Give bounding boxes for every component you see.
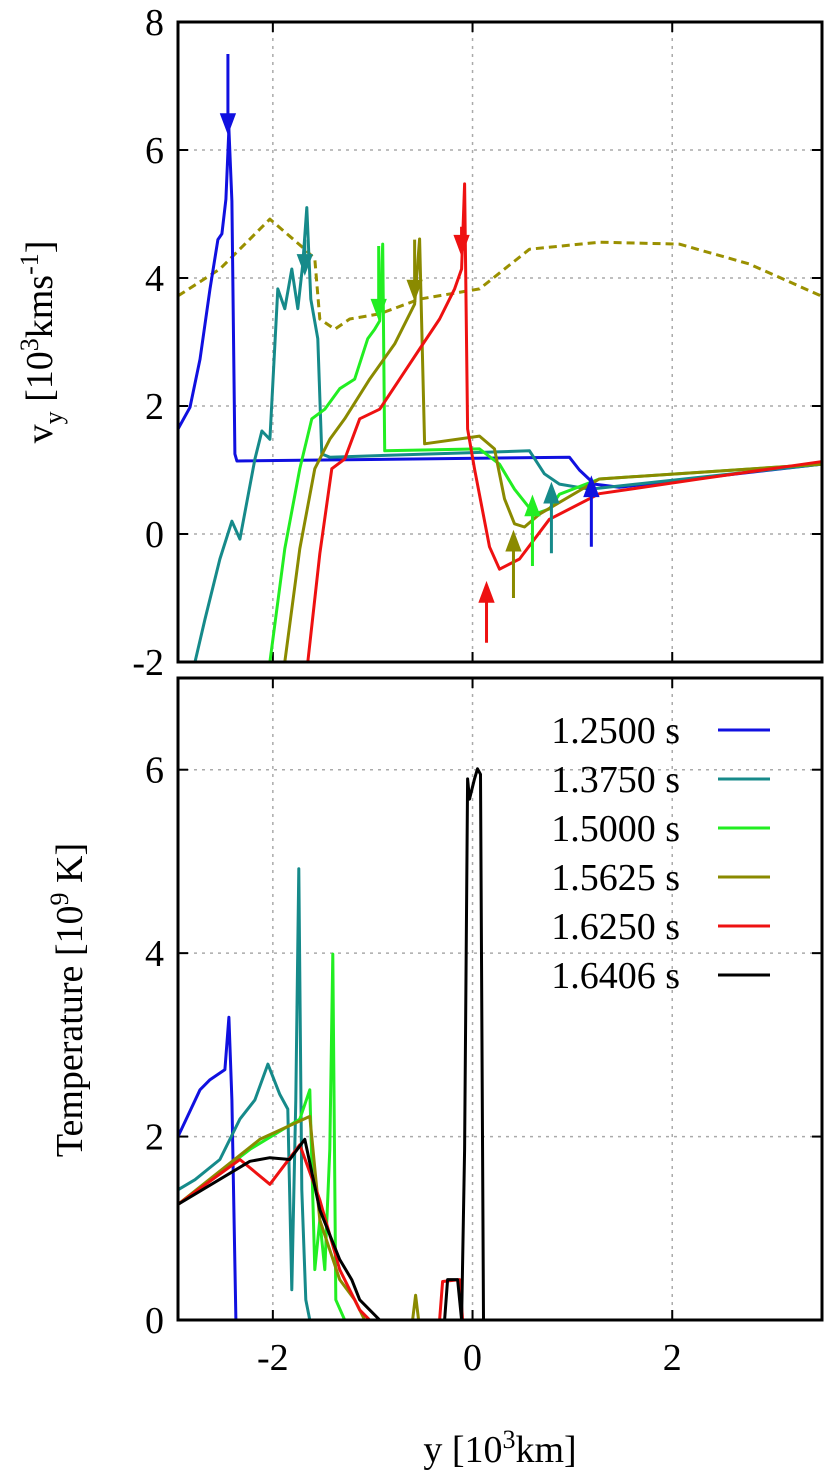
data-line <box>306 182 822 662</box>
x-axis-label-part: km] <box>515 1429 576 1471</box>
legend-label: 1.6406 s <box>551 955 680 997</box>
data-line <box>178 1114 821 1320</box>
plot-frame <box>176 676 824 1322</box>
y-tick-label: 2 <box>145 1117 164 1159</box>
data-line <box>193 206 822 662</box>
panel: 0 2 4 6 -2 0 2 1.2500 s 1.3750 s 1.5000 s 1.5625 s… <box>145 676 824 1379</box>
y-axis-label: vy [103kms-1] <box>15 241 68 444</box>
arrow <box>370 246 387 321</box>
legend-label: 1.5625 s <box>551 857 680 899</box>
data-line <box>178 217 822 331</box>
arrow <box>219 54 237 136</box>
y-axis-label-part: v <box>19 424 61 443</box>
data-line <box>178 127 822 489</box>
x-tick-label: 2 <box>663 1337 682 1379</box>
x-axis-label: y [103km] <box>423 1425 576 1471</box>
arrow <box>453 226 470 257</box>
arrow <box>406 239 423 302</box>
arrow <box>505 529 522 598</box>
arrow <box>583 475 600 547</box>
legend-label: 1.6250 s <box>551 906 680 948</box>
y-tick-label: 0 <box>145 1300 164 1342</box>
panel: -2 0 2 4 6 8 <box>132 2 824 684</box>
arrow <box>296 239 313 276</box>
y-axis-label-part: -1 <box>15 253 44 275</box>
data-line <box>178 867 821 1320</box>
y-axis-label-part: ] <box>19 241 61 254</box>
y-axis-label-part: 3 <box>15 338 44 351</box>
y-axis-label-part: K] <box>49 843 91 893</box>
y-axis-label-part: kms <box>19 275 61 338</box>
data-line <box>178 1143 821 1320</box>
x-axis-label-part: 3 <box>502 1425 515 1454</box>
y-axis-label: Temperature [109 K] <box>45 843 91 1157</box>
y-tick-label: 4 <box>145 258 164 300</box>
data-line <box>283 237 822 662</box>
y-tick-label: -2 <box>132 642 164 684</box>
arrow <box>524 494 541 566</box>
y-tick-label: 6 <box>145 750 164 792</box>
y-tick-label: 2 <box>145 386 164 428</box>
x-axis-label-part: y [10 <box>423 1429 502 1471</box>
y-axis-label-part: 9 <box>45 893 74 906</box>
plot-frame <box>176 20 824 664</box>
y-axis-label-part: Temperature [10 <box>49 906 91 1158</box>
y-tick-label: 6 <box>145 130 164 172</box>
data-line <box>268 242 822 662</box>
arrow <box>543 481 560 554</box>
data-line <box>178 1015 821 1320</box>
legend-label: 1.2500 s <box>551 710 680 752</box>
x-tick-label: -2 <box>257 1337 289 1379</box>
y-tick-label: 0 <box>145 514 164 556</box>
data-line <box>178 767 821 1320</box>
y-tick-label: 8 <box>145 2 164 44</box>
arrow <box>478 580 495 643</box>
legend-label: 1.5000 s <box>551 808 680 850</box>
y-axis-label-part: y <box>39 411 68 424</box>
x-tick-label: 0 <box>463 1337 482 1379</box>
y-axis-label-part: [10 <box>19 351 61 411</box>
legend-label: 1.3750 s <box>551 759 680 801</box>
y-tick-label: 4 <box>145 933 164 975</box>
